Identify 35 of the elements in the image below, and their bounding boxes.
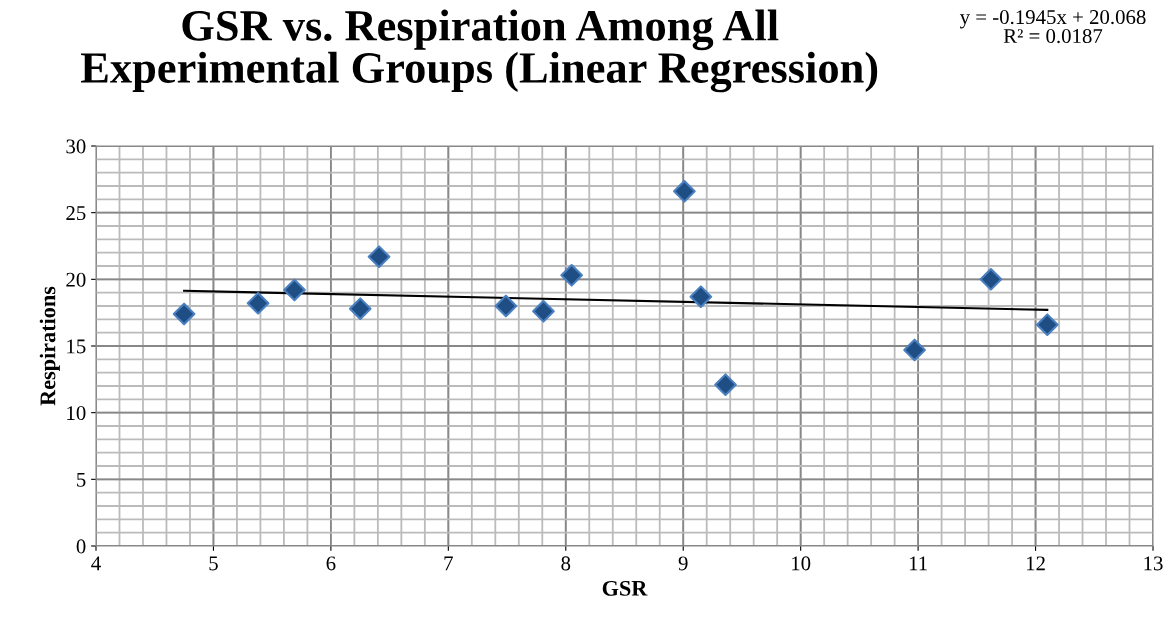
point	[494, 294, 518, 318]
y-tick-label: 20	[66, 272, 86, 287]
x-tick-label: 10	[792, 556, 811, 571]
x-tick-label: 4	[91, 556, 101, 571]
x-axis-title: GSR	[602, 580, 648, 596]
point	[172, 302, 196, 326]
x-tick-label: 11	[909, 556, 927, 571]
point	[283, 278, 306, 302]
x-tick-label: 8	[561, 556, 571, 571]
point	[367, 245, 391, 269]
x-tick-label: 13	[1144, 556, 1163, 571]
chart-title: GSR vs. Respiration Among All Experimental Groups (Linear Regression)	[81, 9, 878, 93]
y-tick-label: 30	[66, 139, 86, 154]
y-tick-label: 15	[67, 339, 86, 354]
point	[246, 291, 270, 315]
point	[348, 297, 372, 321]
y-tick-label: 10	[67, 406, 86, 421]
x-tick-label: 9	[678, 556, 688, 571]
point	[689, 285, 713, 309]
point	[903, 338, 926, 362]
point	[532, 299, 555, 323]
point	[1035, 313, 1059, 337]
x-tick-label: 5	[209, 556, 218, 571]
y-tick-label: 5	[77, 472, 86, 487]
x-tick-label: 6	[326, 556, 336, 571]
point	[979, 267, 1003, 291]
y-axis-title: Respirations	[39, 286, 60, 406]
text: y = -0.1945x + 20.068 R² = 0.0187	[959, 10, 1146, 44]
point	[673, 179, 696, 203]
point	[560, 263, 583, 287]
point	[714, 373, 737, 397]
x-tick-label: 7	[444, 556, 453, 571]
y-tick-label: 0	[76, 539, 86, 554]
y-tick-label: 25	[66, 206, 86, 221]
x-tick-label: 12	[1026, 556, 1045, 571]
